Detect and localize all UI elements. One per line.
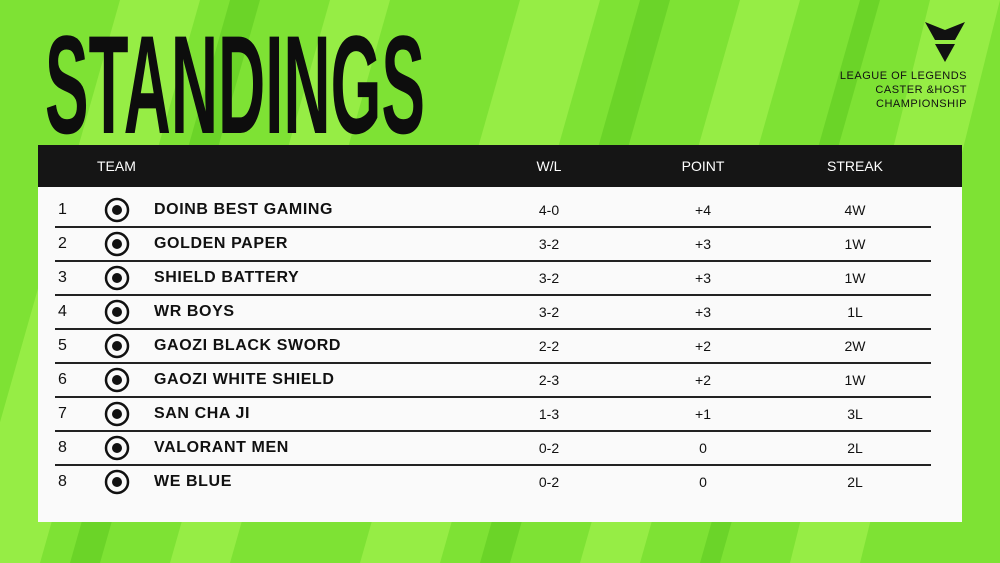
streak: 4W xyxy=(844,202,866,218)
team-logo xyxy=(104,401,130,427)
row-divider xyxy=(55,430,931,432)
team-logo xyxy=(104,231,130,257)
column-header: POINT xyxy=(681,158,725,174)
rank: 2 xyxy=(58,235,67,252)
rank: 1 xyxy=(58,201,67,218)
team-name: GOLDEN PAPER xyxy=(154,235,289,252)
page-title: STANDINGS xyxy=(45,6,425,163)
team-logo xyxy=(104,333,130,359)
win-loss: 3-2 xyxy=(538,270,560,286)
row-divider xyxy=(55,226,931,228)
row-divider xyxy=(55,294,931,296)
team-name: DOINB BEST GAMING xyxy=(154,201,334,218)
team-name: GAOZI WHITE SHIELD xyxy=(154,371,335,388)
standings-table: TEAM W/L POINT STREAK 1 DOINB BEST GAMING… xyxy=(38,145,962,522)
rank: 8 xyxy=(58,473,67,490)
column-header: STREAK xyxy=(826,158,884,174)
win-loss: 2-3 xyxy=(538,372,560,388)
win-loss: 0-2 xyxy=(538,440,560,456)
row-divider xyxy=(55,260,931,262)
team-name: WR BOYS xyxy=(154,303,235,320)
team-name: SAN CHA JI xyxy=(154,405,251,422)
points: +3 xyxy=(695,236,711,252)
win-loss: 4-0 xyxy=(538,202,560,218)
win-loss: 3-2 xyxy=(538,304,560,320)
rank: 8 xyxy=(58,439,67,456)
points: +3 xyxy=(695,270,711,286)
points: +2 xyxy=(695,338,711,354)
team-logo xyxy=(104,299,130,325)
team-logo xyxy=(104,265,130,291)
brand-text: LEAGUE OF LEGENDS CASTER &HOST CHAMPIONS… xyxy=(840,69,967,111)
rank: 4 xyxy=(58,303,67,320)
streak: 2L xyxy=(847,474,863,490)
brand-line: CASTER &HOST xyxy=(875,84,967,96)
win-loss: 2-2 xyxy=(538,338,560,354)
team-logo xyxy=(104,435,130,461)
rank: 3 xyxy=(58,269,67,286)
win-loss: 1-3 xyxy=(538,406,560,422)
row-divider xyxy=(55,362,931,364)
points: +2 xyxy=(695,372,711,388)
streak: 1W xyxy=(844,270,866,286)
streak: 1L xyxy=(847,304,863,320)
team-name: WE BLUE xyxy=(154,473,232,490)
points: 0 xyxy=(699,474,707,490)
row-divider xyxy=(55,396,931,398)
team-name: SHIELD BATTERY xyxy=(154,269,300,286)
streak: 1W xyxy=(844,372,866,388)
column-header: W/L xyxy=(536,158,562,174)
brand-line: CHAMPIONSHIP xyxy=(876,98,967,110)
brand-line: LEAGUE OF LEGENDS xyxy=(839,70,967,82)
streak: 2W xyxy=(844,338,866,354)
rank: 5 xyxy=(58,337,67,354)
streak: 3L xyxy=(847,406,863,422)
points: 0 xyxy=(699,440,707,456)
team-logo xyxy=(104,469,130,495)
win-loss: 3-2 xyxy=(538,236,560,252)
streak: 2L xyxy=(847,440,863,456)
team-logo xyxy=(104,367,130,393)
row-divider xyxy=(55,464,931,466)
table-header: TEAM W/L POINT STREAK xyxy=(38,145,962,187)
points: +4 xyxy=(695,202,711,218)
column-header: TEAM xyxy=(97,158,136,174)
rank: 7 xyxy=(58,405,67,422)
team-name: VALORANT MEN xyxy=(154,439,289,456)
team-logo xyxy=(104,197,130,223)
points: +1 xyxy=(695,406,711,422)
team-name: GAOZI BLACK SWORD xyxy=(154,337,342,354)
row-divider xyxy=(55,328,931,330)
rank: 6 xyxy=(58,371,67,388)
points: +3 xyxy=(695,304,711,320)
win-loss: 0-2 xyxy=(538,474,560,490)
brand-logo xyxy=(925,22,965,62)
streak: 1W xyxy=(844,236,866,252)
